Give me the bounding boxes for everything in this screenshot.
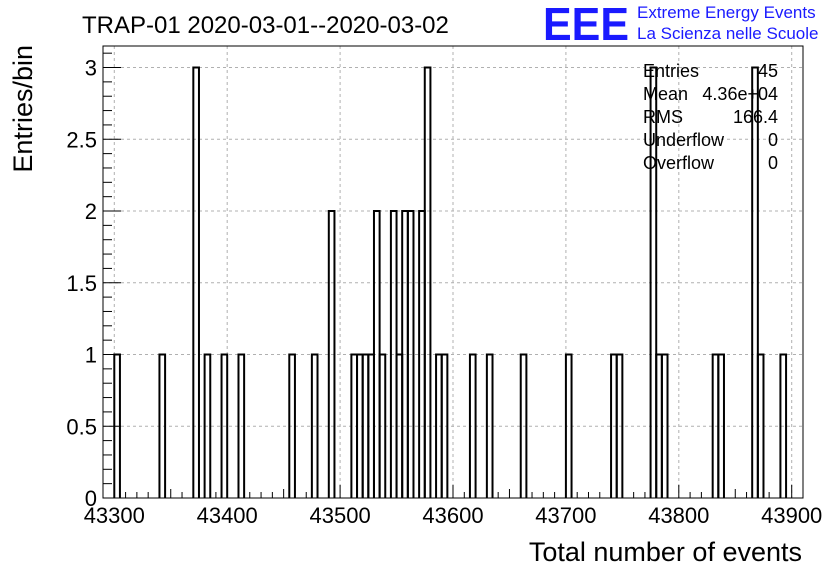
histogram-bin	[423, 66, 432, 498]
histogram-bin	[615, 353, 624, 498]
stat-label: Underflow	[643, 130, 725, 150]
x-tick-label: 43700	[535, 503, 596, 528]
logo-line-2: La Scienza nelle Scuole	[637, 24, 818, 43]
stat-label: Entries	[643, 61, 699, 81]
y-tick-label: 3	[85, 56, 97, 81]
histogram-bin	[158, 353, 167, 498]
stat-label: RMS	[643, 107, 683, 127]
x-axis-ticks: 43300 43400 43500 43600 43700 43800 43900	[84, 485, 822, 528]
y-tick-label: 0.5	[66, 414, 97, 439]
x-tick-label: 43400	[197, 503, 258, 528]
stat-value: 4.36e+04	[702, 84, 778, 104]
y-tick-label: 2.5	[66, 127, 97, 152]
stats-box: Entries 45 Mean 4.36e+04 RMS 166.4 Underflow 0 O…	[643, 61, 778, 173]
histogram-bin	[237, 353, 246, 498]
eee-logo: EEE Extreme Energy Events La Scienza nel…	[543, 0, 818, 50]
histogram-bin	[440, 353, 449, 498]
y-tick-label: 2	[85, 199, 97, 224]
stat-value: 45	[758, 61, 778, 81]
x-tick-label: 43500	[310, 503, 371, 528]
histogram-bin	[192, 66, 200, 498]
histogram-bin	[406, 210, 415, 498]
x-tick-label: 43600	[422, 503, 483, 528]
stat-value: 166.4	[733, 107, 778, 127]
histogram-bin	[378, 353, 387, 498]
histogram-bin	[717, 353, 725, 498]
histogram-bin	[649, 66, 658, 498]
histogram-bin	[660, 353, 669, 498]
histogram-bin	[220, 353, 229, 498]
logo-line-1: Extreme Energy Events	[637, 3, 816, 22]
stat-value: 0	[768, 153, 778, 173]
x-axis-label: Total number of events	[529, 537, 802, 567]
stat-label: Mean	[643, 84, 688, 104]
histogram-bin	[564, 353, 573, 498]
histogram-bin	[288, 353, 296, 498]
chart-title: TRAP-01 2020-03-01--2020-03-02	[82, 12, 449, 39]
x-tick-label: 43900	[761, 503, 822, 528]
histogram-bin	[203, 353, 212, 498]
histogram-bin	[751, 66, 759, 498]
eee-logo-mark: EEE	[543, 0, 629, 50]
y-tick-label: 1.5	[66, 271, 97, 296]
histogram-bins	[113, 66, 788, 498]
stat-value: 0	[768, 130, 778, 150]
histogram-bin	[756, 353, 765, 498]
y-tick-label: 0	[85, 486, 97, 511]
histogram-bin	[519, 353, 528, 498]
histogram-bin	[310, 353, 319, 498]
histogram-bin	[779, 353, 788, 498]
x-tick-label: 43300	[84, 503, 145, 528]
y-axis-ticks: 0 0.5 1 1.5 2 2.5 3	[66, 52, 121, 511]
stat-label: Overflow	[643, 153, 715, 173]
histogram-bin	[468, 353, 477, 498]
y-axis-label: Entries/bin	[8, 45, 38, 173]
grid	[103, 46, 803, 498]
x-tick-label: 43800	[648, 503, 709, 528]
y-tick-label: 1	[85, 343, 97, 368]
histogram-bin	[485, 353, 494, 498]
histogram-bin	[327, 210, 336, 498]
